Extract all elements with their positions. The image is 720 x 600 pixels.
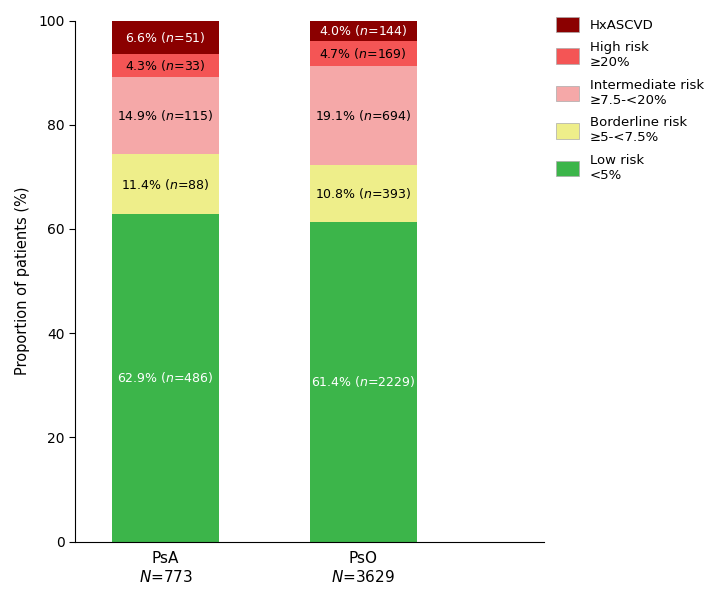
Y-axis label: Proportion of patients (%): Proportion of patients (%) xyxy=(15,187,30,376)
Text: 10.8% ($\it{n}$=393): 10.8% ($\it{n}$=393) xyxy=(315,186,411,201)
Bar xyxy=(112,55,219,77)
Bar xyxy=(112,77,219,154)
Text: 11.4% ($\it{n}$=88): 11.4% ($\it{n}$=88) xyxy=(122,176,210,191)
Legend: HxASCVD, High risk
≥20%, Intermediate risk
≥7.5-<20%, Borderline risk
≥5-<7.5%, : HxASCVD, High risk ≥20%, Intermediate ri… xyxy=(556,17,704,182)
Bar xyxy=(112,154,219,214)
Bar xyxy=(112,214,219,542)
Text: 19.1% ($\it{n}$=694): 19.1% ($\it{n}$=694) xyxy=(315,108,412,123)
Bar xyxy=(310,41,417,66)
Text: 6.6% ($\it{n}$=51): 6.6% ($\it{n}$=51) xyxy=(125,29,206,44)
Bar xyxy=(310,20,417,41)
Bar xyxy=(310,221,417,542)
Text: 4.7% ($\it{n}$=169): 4.7% ($\it{n}$=169) xyxy=(320,46,407,61)
Text: 61.4% ($\it{n}$=2229): 61.4% ($\it{n}$=2229) xyxy=(311,374,415,389)
Bar xyxy=(112,20,219,55)
Text: 4.3% ($\it{n}$=33): 4.3% ($\it{n}$=33) xyxy=(125,58,206,73)
Text: 62.9% ($\it{n}$=486): 62.9% ($\it{n}$=486) xyxy=(117,370,214,385)
Text: 4.0% ($\it{n}$=144): 4.0% ($\it{n}$=144) xyxy=(319,23,408,38)
Text: 14.9% ($\it{n}$=115): 14.9% ($\it{n}$=115) xyxy=(117,108,214,123)
Bar xyxy=(310,166,417,221)
Bar xyxy=(310,66,417,166)
